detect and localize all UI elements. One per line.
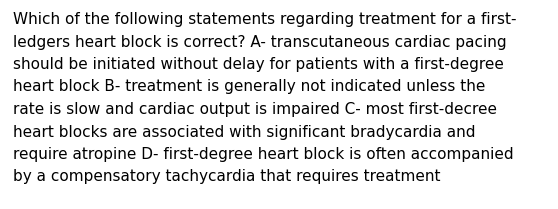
Text: should be initiated without delay for patients with a first-degree: should be initiated without delay for pa… — [13, 57, 504, 72]
Text: ledgers heart block is correct? A- transcutaneous cardiac pacing: ledgers heart block is correct? A- trans… — [13, 34, 507, 50]
Text: heart block B- treatment is generally not indicated unless the: heart block B- treatment is generally no… — [13, 79, 485, 94]
Text: Which of the following statements regarding treatment for a first-: Which of the following statements regard… — [13, 12, 517, 27]
Text: rate is slow and cardiac output is impaired C- most first-decree: rate is slow and cardiac output is impai… — [13, 102, 497, 117]
Text: by a compensatory tachycardia that requires treatment: by a compensatory tachycardia that requi… — [13, 169, 440, 185]
Text: heart blocks are associated with significant bradycardia and: heart blocks are associated with signifi… — [13, 125, 475, 139]
Text: require atropine D- first-degree heart block is often accompanied: require atropine D- first-degree heart b… — [13, 147, 513, 162]
